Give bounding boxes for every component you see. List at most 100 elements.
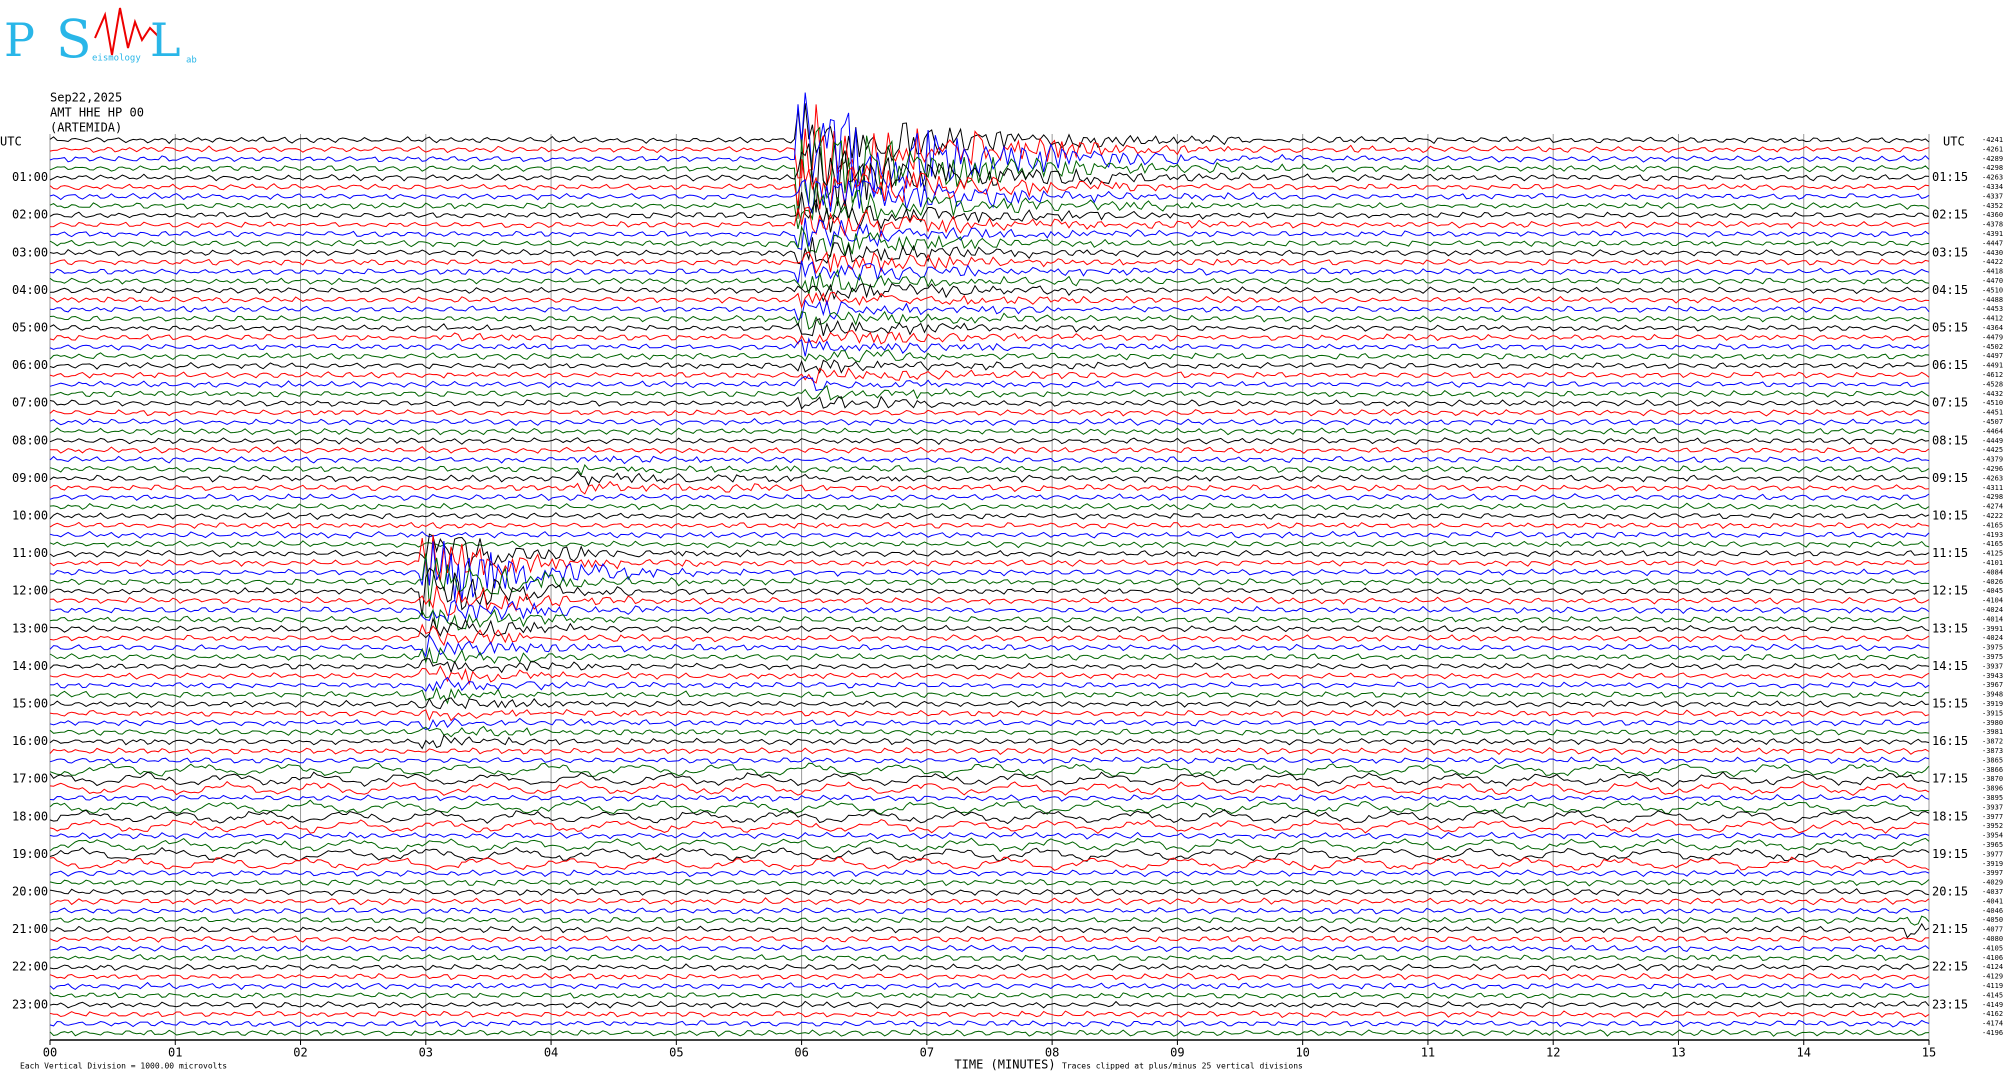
line-offset: -3915 (1982, 709, 2003, 717)
line-offset: -3937 (1982, 803, 2003, 811)
trace (49, 771, 1930, 788)
trace (49, 268, 1930, 295)
line-offset: -4125 (1982, 550, 2003, 558)
trace (49, 935, 1929, 943)
line-offset: -4101 (1982, 559, 2003, 567)
trace (49, 470, 1930, 487)
trace (49, 856, 1930, 871)
logo-zigzag (94, 7, 161, 56)
trace (49, 317, 1930, 337)
trace (49, 540, 1930, 549)
row-label-left: 23:00 (12, 997, 48, 1011)
trace (49, 734, 1930, 750)
trace (49, 418, 1930, 427)
utc-left: UTC (0, 135, 22, 149)
line-offset: -4024 (1982, 634, 2003, 642)
trace (49, 708, 1930, 722)
line-offset: -4528 (1982, 380, 2003, 388)
row-label-right: 07:15 (1932, 396, 1968, 410)
date: Sep22,2025 (50, 91, 122, 105)
line-offset: -4451 (1982, 409, 2003, 417)
x-tick-label: 01 (168, 1046, 182, 1060)
trace (49, 455, 1930, 465)
row-label-left: 17:00 (12, 772, 48, 786)
trace (49, 887, 1930, 897)
row-label-left: 02:00 (12, 208, 48, 222)
line-offset: -4045 (1982, 587, 2003, 595)
line-offset: -4165 (1982, 521, 2003, 529)
line-offset: -4165 (1982, 540, 2003, 548)
trace (49, 502, 1930, 511)
line-offset: -4196 (1982, 1029, 2003, 1037)
line-offset: -4510 (1982, 399, 2003, 407)
trace (49, 206, 1930, 238)
row-label-left: 14:00 (12, 659, 48, 673)
row-label-left: 05:00 (12, 321, 48, 335)
row-label-right: 02:15 (1932, 208, 1968, 222)
line-offset: -4432 (1982, 390, 2003, 398)
row-label-left: 21:00 (12, 922, 48, 936)
line-offset: -4037 (1982, 888, 2003, 896)
line-offset: -4488 (1982, 296, 2003, 304)
trace (49, 658, 1930, 674)
line-offset: -3870 (1982, 775, 2003, 783)
site: (ARTEMIDA) (50, 121, 122, 135)
trace (49, 237, 1930, 265)
line-offset: -4029 (1982, 879, 2003, 887)
trace (49, 225, 1930, 258)
trace (49, 349, 1930, 363)
trace (49, 104, 1930, 186)
trace (49, 799, 1930, 815)
line-offset: -4418 (1982, 268, 2003, 276)
x-tick-label: 04 (544, 1046, 558, 1060)
line-offset: -3975 (1982, 644, 2003, 652)
trace (49, 427, 1930, 436)
trace (49, 192, 1930, 233)
line-offset: -4378 (1982, 221, 2003, 229)
row-label-right: 17:15 (1932, 772, 1968, 786)
trace (49, 981, 1930, 991)
line-offset: -4296 (1982, 465, 2003, 473)
traces (49, 92, 1930, 1040)
trace (49, 464, 1930, 476)
trace (49, 608, 1930, 631)
row-label-left: 18:00 (12, 809, 48, 823)
trace (49, 717, 1930, 731)
trace (49, 915, 1930, 926)
trace (49, 408, 1930, 417)
trace (49, 633, 1930, 658)
x-tick-label: 00 (43, 1046, 57, 1060)
trace (49, 92, 1930, 194)
x-tick-label: 11 (1421, 1046, 1435, 1060)
x-tick-label: 02 (293, 1046, 307, 1060)
trace (49, 922, 1930, 939)
line-offset: -4422 (1982, 258, 2003, 266)
line-offset: -3937 (1982, 662, 2003, 670)
line-offset: -3965 (1982, 841, 2003, 849)
line-offset: -4379 (1982, 456, 2003, 464)
trace (49, 103, 1930, 171)
row-label-right: 14:15 (1932, 659, 1968, 673)
footer-left: Each Vertical Division = 1000.00 microvo… (20, 1062, 227, 1071)
line-offset: -4453 (1982, 305, 2003, 313)
row-label-left: 07:00 (12, 396, 48, 410)
row-label-right: 04:15 (1932, 283, 1968, 297)
row-label-right: 21:15 (1932, 922, 1968, 936)
line-offset: -4174 (1982, 1020, 2003, 1028)
trace (49, 310, 1930, 330)
line-offset: -3919 (1982, 860, 2003, 868)
line-offset: -3997 (1982, 869, 2003, 877)
x-axis-title: TIME (MINUTES) (954, 1058, 1055, 1072)
x-tick-label: 05 (669, 1046, 683, 1060)
row-label-left: 12:00 (12, 584, 48, 598)
line-offset: -4263 (1982, 174, 2003, 182)
line-offset: -3872 (1982, 738, 2003, 746)
trace (49, 623, 1930, 647)
trace (49, 819, 1930, 834)
trace (49, 367, 1930, 384)
x-tick-label: 10 (1295, 1046, 1309, 1060)
x-tick-label: 09 (1170, 1046, 1184, 1060)
line-offset: -4334 (1982, 183, 2003, 191)
line-offset: -4479 (1982, 333, 2003, 341)
trace (49, 251, 1930, 275)
